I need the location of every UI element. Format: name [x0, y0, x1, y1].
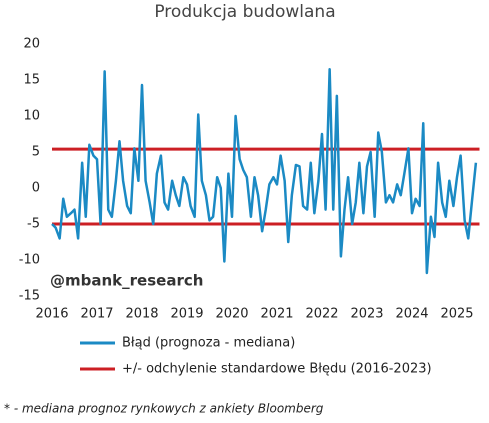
x-tick-label: 2024	[395, 307, 428, 322]
x-tick-label: 2017	[80, 307, 113, 322]
x-tick-label: 2021	[260, 307, 293, 322]
series-line	[51, 67, 478, 275]
y-tick-label: 5	[32, 145, 40, 160]
x-tick-label: 2019	[170, 307, 203, 322]
y-tick-label: 0	[32, 181, 40, 196]
y-tick-label: -10	[19, 253, 40, 268]
footnote: * - mediana prognoz rynkowych z ankiety …	[4, 402, 324, 416]
y-tick-label: 20	[23, 37, 40, 52]
x-tick-label: 2020	[215, 307, 248, 322]
chart-title: Produkcja budowlana	[154, 2, 335, 22]
watermark: @mbank_research	[50, 272, 203, 290]
x-tick-label: 2018	[125, 307, 158, 322]
y-tick-label: -15	[19, 289, 40, 304]
x-tick-label: 2025	[440, 307, 473, 322]
y-tick-label: -5	[27, 217, 40, 232]
x-tick-label: 2023	[350, 307, 383, 322]
y-tick-label: 10	[23, 109, 40, 124]
legend-label: Błąd (prognoza - mediana)	[122, 336, 295, 351]
x-tick-label: 2022	[305, 307, 338, 322]
x-tick-label: 2016	[35, 307, 68, 322]
y-tick-label: 15	[23, 73, 40, 88]
legend-label: +/- odchylenie standardowe Błędu (2016-2…	[122, 362, 432, 377]
